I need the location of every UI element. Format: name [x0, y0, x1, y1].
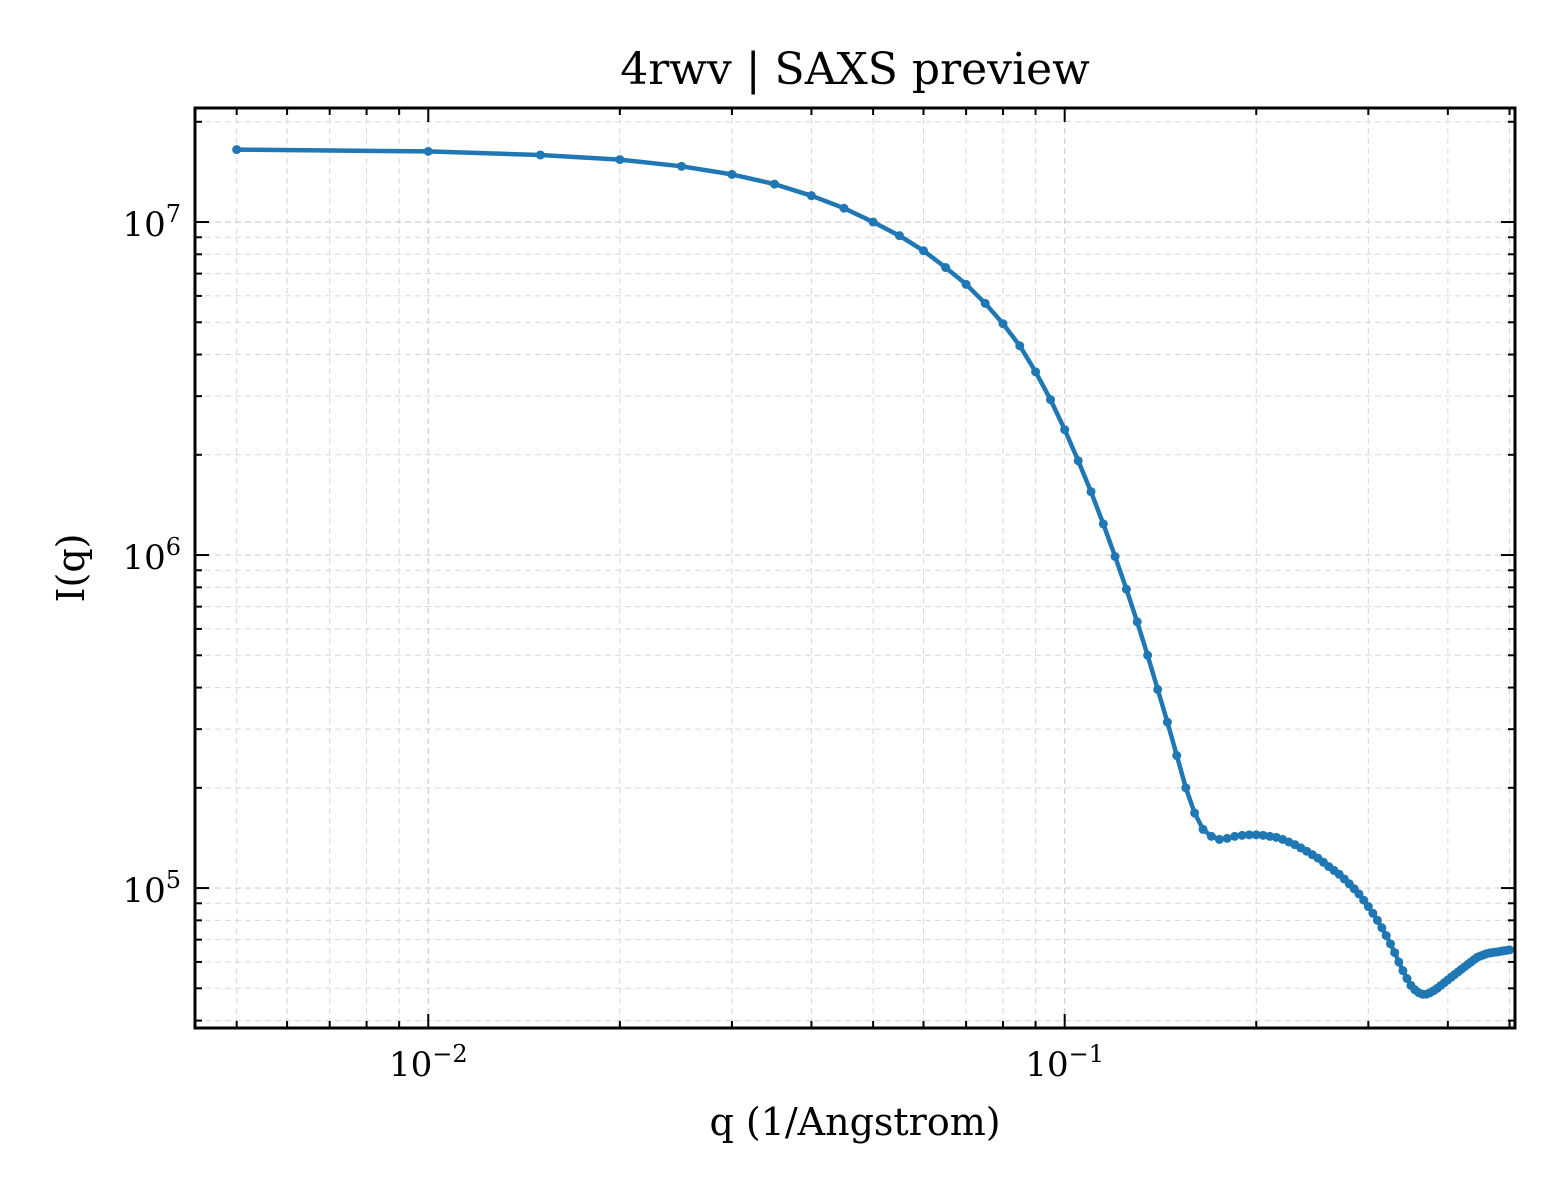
data-point: [1394, 957, 1404, 967]
data-point: [677, 161, 687, 171]
data-point: [1031, 367, 1041, 377]
data-point: [1402, 974, 1412, 984]
data-point: [1381, 931, 1391, 941]
data-point: [1354, 889, 1364, 899]
data-point: [868, 217, 878, 227]
data-point: [839, 203, 849, 213]
y-tick-label: 107: [122, 200, 181, 245]
data-point: [1206, 831, 1216, 841]
data-point: [1244, 830, 1254, 840]
data-point: [1230, 831, 1240, 841]
data-point: [980, 298, 990, 308]
data-point: [1153, 684, 1163, 694]
data-point: [894, 231, 904, 241]
data-point: [1214, 834, 1224, 844]
data-point: [998, 319, 1008, 329]
data-point: [1073, 456, 1083, 466]
data-point: [1390, 948, 1400, 958]
data-point: [727, 169, 737, 179]
data-point: [1181, 783, 1191, 793]
data-layer: [232, 145, 1515, 999]
x-tick-label: 10−1: [1025, 1040, 1104, 1085]
data-point: [1363, 902, 1373, 912]
data-point: [1121, 584, 1131, 594]
data-point: [961, 279, 971, 289]
chart-title: 4rwv | SAXS preview: [620, 44, 1090, 95]
data-point: [1222, 833, 1232, 843]
x-axis-label: q (1/Angstrom): [709, 1100, 1000, 1144]
x-tick-label: 10−2: [389, 1040, 468, 1085]
data-point: [1086, 487, 1096, 497]
data-point: [1251, 830, 1261, 840]
data-point: [1372, 915, 1382, 925]
data-point: [1098, 519, 1108, 529]
data-point: [770, 179, 780, 189]
data-point: [1046, 395, 1056, 405]
y-axis-label: I(q): [49, 534, 93, 603]
data-point: [1398, 966, 1408, 976]
data-point: [918, 246, 928, 256]
data-point: [1190, 808, 1200, 818]
data-point: [615, 155, 625, 165]
data-point: [1359, 895, 1369, 905]
data-point: [1110, 552, 1120, 562]
data-point: [1377, 923, 1387, 933]
y-tick-label: 105: [122, 866, 181, 911]
data-point: [232, 145, 242, 155]
data-point: [1162, 717, 1172, 727]
tick-layer: 10−2 10−1 105 106 107: [122, 108, 1515, 1085]
data-point: [1258, 830, 1268, 840]
grid-layer: [195, 108, 1515, 1028]
data-point: [1237, 830, 1247, 840]
data-point: [1060, 425, 1070, 435]
data-point: [1385, 939, 1395, 949]
data-point: [1505, 945, 1515, 955]
data-point: [1198, 824, 1208, 834]
data-point: [1172, 751, 1182, 761]
data-point: [1132, 617, 1142, 627]
data-point: [1015, 341, 1025, 351]
y-tick-label: 106: [122, 533, 181, 578]
plot-frame: [193, 106, 1517, 1030]
data-point: [806, 191, 816, 201]
data-point: [1143, 650, 1153, 660]
data-point: [423, 146, 433, 156]
data-point: [535, 150, 545, 160]
data-point: [941, 263, 951, 273]
data-point: [1368, 908, 1378, 918]
